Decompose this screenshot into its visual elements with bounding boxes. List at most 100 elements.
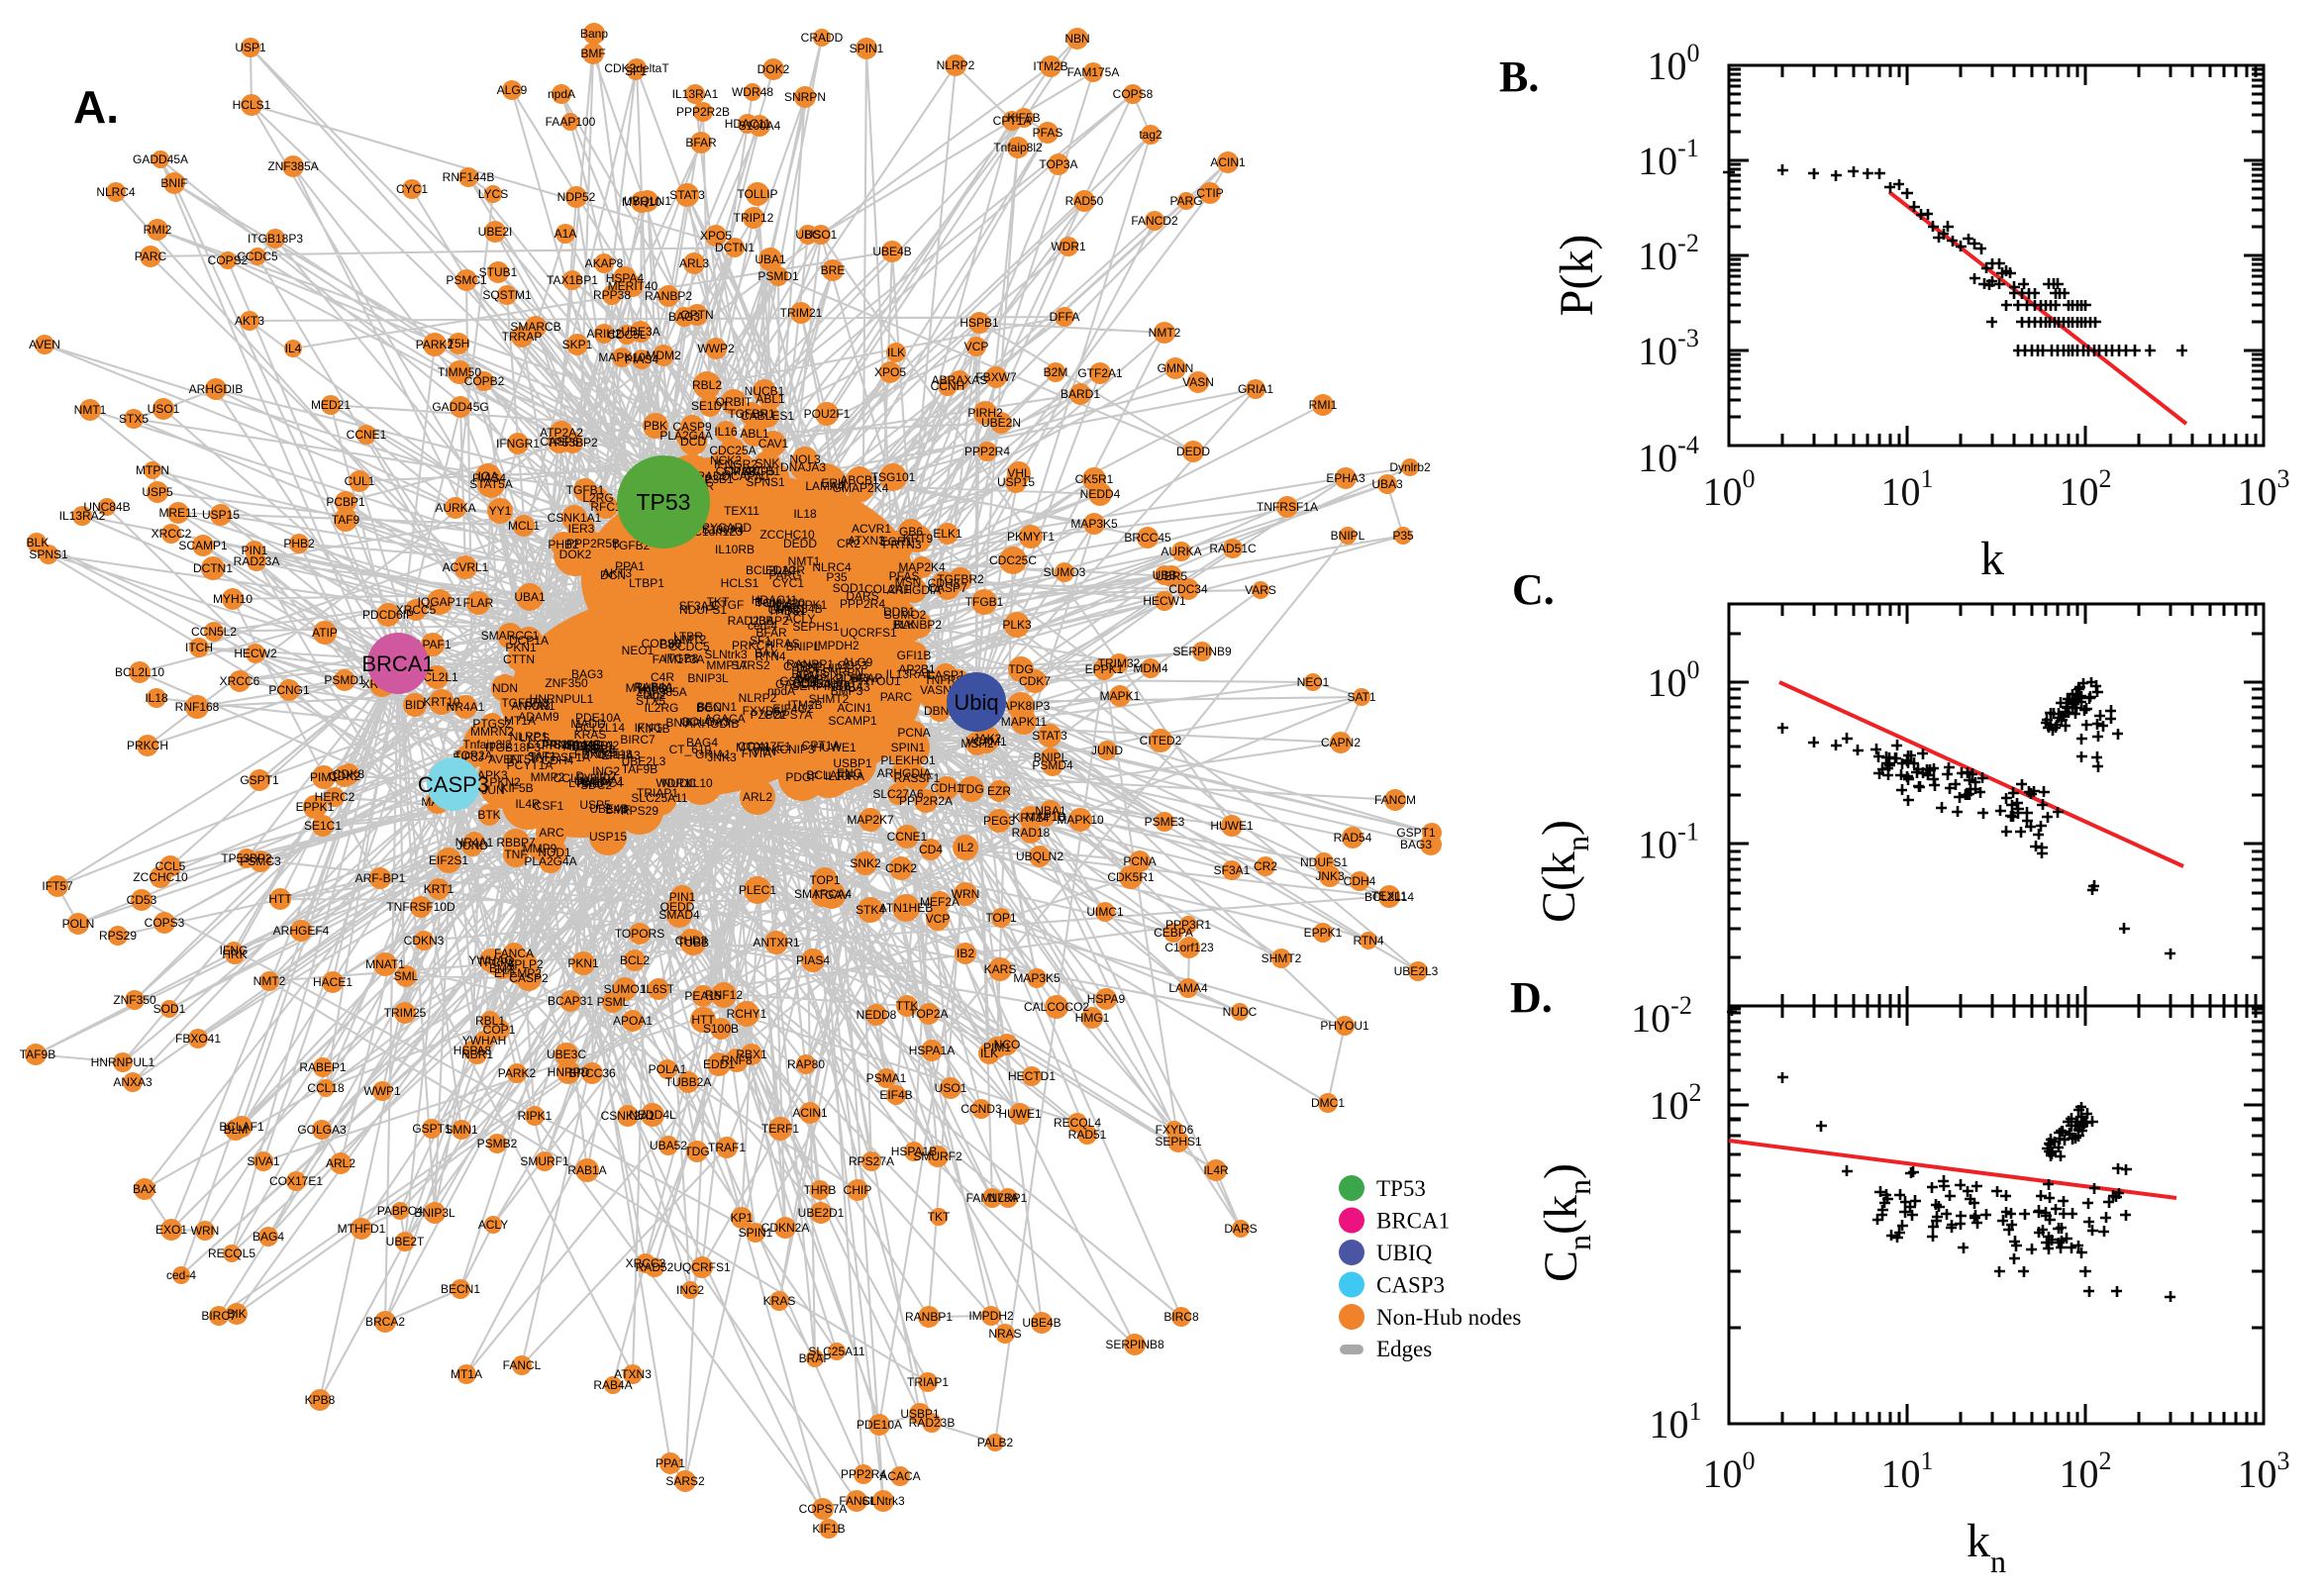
svg-text:GADD45A: GADD45A bbox=[133, 152, 188, 166]
svg-text:GB6: GB6 bbox=[899, 525, 923, 539]
svg-text:RAD52: RAD52 bbox=[636, 1260, 674, 1274]
svg-text:HRK: HRK bbox=[581, 746, 606, 759]
svg-text:BLK: BLK bbox=[27, 536, 50, 549]
svg-text:EZR: EZR bbox=[987, 784, 1011, 798]
svg-text:TP53BP2: TP53BP2 bbox=[547, 436, 598, 449]
svg-text:PEG3: PEG3 bbox=[983, 814, 1015, 828]
svg-text:ABRAXAS: ABRAXAS bbox=[932, 373, 988, 387]
svg-text:KIF5B: KIF5B bbox=[500, 781, 533, 795]
svg-text:CCL5: CCL5 bbox=[155, 859, 186, 873]
svg-text:HMG1: HMG1 bbox=[1075, 1011, 1110, 1025]
svg-text:HSPA8: HSPA8 bbox=[454, 1044, 492, 1057]
svg-text:Cn(kn): Cn(kn) bbox=[1535, 1163, 1597, 1282]
svg-text:NMT1: NMT1 bbox=[74, 403, 107, 417]
svg-text:NR4A1: NR4A1 bbox=[455, 836, 494, 849]
svg-text:KARS: KARS bbox=[984, 962, 1017, 976]
svg-text:IL18: IL18 bbox=[793, 507, 817, 521]
svg-text:EPPK1: EPPK1 bbox=[296, 800, 335, 814]
svg-text:BAX: BAX bbox=[133, 1182, 156, 1196]
svg-text:MNAT1: MNAT1 bbox=[365, 957, 405, 971]
svg-text:CASP7: CASP7 bbox=[928, 581, 967, 595]
svg-text:TTK: TTK bbox=[896, 999, 919, 1013]
svg-text:ALG9: ALG9 bbox=[843, 655, 873, 669]
svg-text:ADAM9: ADAM9 bbox=[518, 710, 559, 724]
svg-text:CDK2: CDK2 bbox=[329, 769, 360, 783]
svg-text:ZNF350: ZNF350 bbox=[113, 993, 156, 1007]
svg-text:LAMA4: LAMA4 bbox=[805, 479, 845, 493]
svg-text:BIRC8: BIRC8 bbox=[791, 667, 827, 681]
svg-text:IL4: IL4 bbox=[773, 599, 790, 613]
svg-text:MMRN2: MMRN2 bbox=[470, 725, 514, 739]
svg-text:CT_610: CT_610 bbox=[669, 743, 712, 756]
svg-text:FNTA: FNTA bbox=[742, 747, 771, 760]
svg-text:UIMC1: UIMC1 bbox=[1086, 905, 1124, 919]
svg-text:HDAC11: HDAC11 bbox=[725, 117, 771, 131]
svg-text:ANXA3: ANXA3 bbox=[511, 699, 551, 713]
svg-text:HERC2: HERC2 bbox=[315, 790, 355, 804]
svg-text:USBP1: USBP1 bbox=[833, 756, 872, 770]
svg-text:TP53: TP53 bbox=[1376, 1176, 1426, 1201]
svg-text:CDC34: CDC34 bbox=[1168, 582, 1208, 596]
svg-text:BECN1: BECN1 bbox=[697, 700, 737, 714]
svg-text:RNF168: RNF168 bbox=[175, 700, 220, 714]
svg-text:FBXO41: FBXO41 bbox=[175, 1032, 221, 1046]
svg-text:AKT3: AKT3 bbox=[235, 314, 264, 328]
svg-text:MAPK10: MAPK10 bbox=[1057, 813, 1104, 827]
svg-text:STX5: STX5 bbox=[119, 412, 149, 426]
svg-text:IFT57: IFT57 bbox=[42, 879, 73, 893]
svg-text:IL4: IL4 bbox=[285, 342, 302, 355]
svg-text:TOP2A: TOP2A bbox=[454, 748, 492, 762]
svg-text:PIM1: PIM1 bbox=[983, 1041, 1011, 1054]
svg-text:BRCA1: BRCA1 bbox=[361, 651, 434, 676]
svg-text:TAF9B: TAF9B bbox=[622, 762, 657, 776]
svg-text:UBIQ: UBIQ bbox=[1376, 1241, 1433, 1265]
svg-text:ACIN1: ACIN1 bbox=[1210, 155, 1246, 169]
svg-text:CR2: CR2 bbox=[1254, 859, 1277, 873]
svg-text:RPP38: RPP38 bbox=[593, 288, 631, 302]
svg-text:10-2: 10-2 bbox=[1638, 229, 1699, 278]
svg-text:CDC5L: CDC5L bbox=[607, 328, 647, 342]
svg-text:MTHFD1: MTHFD1 bbox=[626, 681, 674, 695]
svg-text:CASP1: CASP1 bbox=[926, 668, 965, 682]
svg-text:CD4: CD4 bbox=[919, 843, 943, 856]
svg-text:AP2B1: AP2B1 bbox=[898, 662, 936, 676]
svg-text:LYCS: LYCS bbox=[478, 187, 508, 201]
svg-text:VASN: VASN bbox=[1182, 375, 1214, 389]
svg-text:PIAS4: PIAS4 bbox=[796, 953, 830, 967]
svg-text:CDK7: CDK7 bbox=[1019, 674, 1051, 688]
svg-text:HSPB1: HSPB1 bbox=[960, 316, 999, 330]
svg-text:KRAS: KRAS bbox=[574, 728, 607, 742]
svg-text:ATP2A2: ATP2A2 bbox=[540, 426, 583, 440]
svg-text:BNIF: BNIF bbox=[160, 176, 187, 190]
svg-text:KIF1B: KIF1B bbox=[637, 722, 669, 736]
svg-text:SPIN1: SPIN1 bbox=[850, 42, 884, 55]
svg-text:IL13RA2: IL13RA2 bbox=[59, 509, 106, 523]
svg-text:ZNF350: ZNF350 bbox=[545, 676, 588, 690]
svg-text:SMARCA4: SMARCA4 bbox=[794, 887, 852, 901]
svg-text:SAT1: SAT1 bbox=[1347, 690, 1375, 704]
svg-text:ITM2B: ITM2B bbox=[1033, 59, 1067, 73]
svg-text:PKN1: PKN1 bbox=[505, 641, 537, 654]
svg-text:COPS7A: COPS7A bbox=[764, 708, 813, 722]
svg-text:VARS: VARS bbox=[1245, 583, 1276, 597]
svg-text:ITCH: ITCH bbox=[185, 641, 213, 654]
svg-text:APOA1: APOA1 bbox=[613, 1014, 653, 1028]
svg-text:PALB2: PALB2 bbox=[977, 1436, 1014, 1449]
svg-text:GMNN: GMNN bbox=[1158, 361, 1194, 375]
svg-text:HNRNPUL1: HNRNPUL1 bbox=[530, 692, 594, 706]
svg-text:CITED2: CITED2 bbox=[1140, 734, 1182, 748]
svg-text:Dynlrb2: Dynlrb2 bbox=[575, 769, 617, 783]
svg-text:CASP2: CASP2 bbox=[509, 971, 549, 985]
svg-text:NLRP2: NLRP2 bbox=[739, 691, 777, 705]
svg-text:HTT: HTT bbox=[268, 892, 292, 906]
svg-text:TFGB1: TFGB1 bbox=[965, 595, 1004, 609]
svg-text:TAF9: TAF9 bbox=[332, 513, 360, 527]
svg-text:PHYOU1: PHYOU1 bbox=[1320, 1019, 1369, 1033]
svg-text:DEDD: DEDD bbox=[783, 537, 817, 550]
svg-text:JUND: JUND bbox=[1091, 744, 1123, 757]
svg-text:USP15: USP15 bbox=[202, 508, 240, 522]
svg-text:IL10RB: IL10RB bbox=[715, 543, 755, 556]
svg-text:PARC: PARC bbox=[880, 690, 913, 704]
svg-text:FAAP100: FAAP100 bbox=[546, 115, 596, 129]
svg-text:TERF1: TERF1 bbox=[761, 1122, 799, 1136]
